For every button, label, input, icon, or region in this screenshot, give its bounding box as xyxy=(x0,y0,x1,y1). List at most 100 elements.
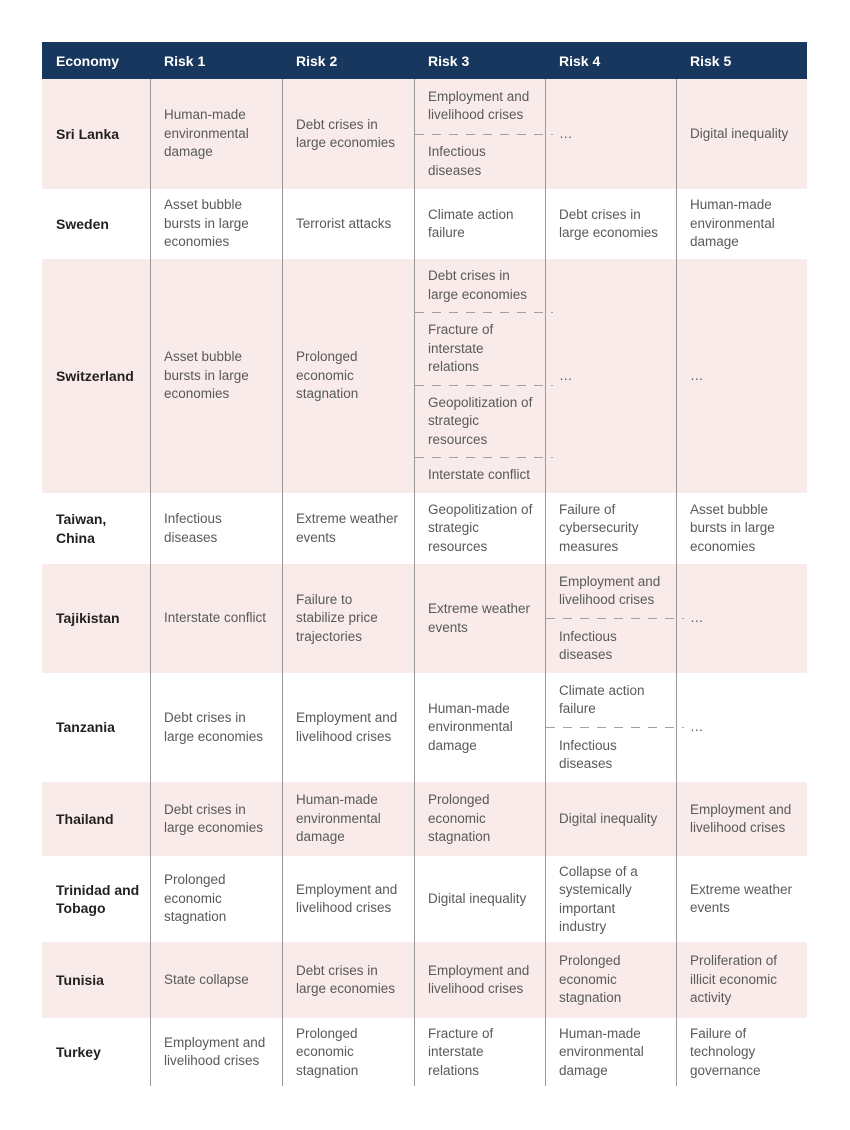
risk-item-text: Infectious diseases xyxy=(164,511,222,545)
table-row: Tajikistan Interstate conflict Failure to … xyxy=(42,564,807,673)
risk-item-text: Terrorist attacks xyxy=(296,215,392,231)
table-row: Sri Lanka Human-made environmental damage… xyxy=(42,79,807,189)
risk-item-text: Employment and livelihood crises xyxy=(428,962,530,996)
risk-item-text: Employment and livelihood crises xyxy=(164,1034,266,1068)
risk-item-text: Collapse of a systemically important ind… xyxy=(559,864,638,935)
risk-cell: … xyxy=(545,259,676,493)
economy-cell: Tanzania xyxy=(56,719,115,736)
risk-item-text: Infectious diseases xyxy=(559,628,617,662)
risk-cell: Debt crises in large economies Fracture o… xyxy=(414,259,553,493)
risk-item-text: Prolonged economic stagnation xyxy=(428,792,491,845)
risk-item-text: Debt crises in large economies xyxy=(296,962,396,996)
risk-cell: Debt crises in large economies xyxy=(282,79,414,189)
economy-cell: Tajikistan xyxy=(56,610,120,627)
risk-item-text: Extreme weather events xyxy=(428,601,531,635)
table-row: Turkey Employment and livelihood crises Pr… xyxy=(42,1018,807,1086)
risk-cell: Infectious diseases xyxy=(150,493,282,564)
risk-cell: Employment and livelihood crises Infectio… xyxy=(545,564,684,673)
column-header-risk-5: Risk 5 xyxy=(690,52,732,69)
risk-ellipsis: … xyxy=(690,719,704,735)
table-header-row: Economy Risk 1 Risk 2 Risk 3 Risk 4 Risk 5 xyxy=(42,42,807,79)
risk-item-text: Employment and livelihood crises xyxy=(296,881,398,915)
risk-cell: Extreme weather events xyxy=(414,564,545,673)
table-row: Thailand Debt crises in large economies Hu… xyxy=(42,782,807,856)
risk-item-text: Debt crises in large economies xyxy=(428,268,528,302)
dashed-tie-divider xyxy=(415,384,553,386)
risk-item-text: Asset bubble bursts in large economies xyxy=(690,501,775,554)
risk-cell: Debt crises in large economies xyxy=(150,782,282,856)
economy-cell: Thailand xyxy=(56,810,114,827)
risk-cell: Asset bubble bursts in large economies xyxy=(150,259,282,493)
table-row: Taiwan, China Infectious diseases Extreme … xyxy=(42,493,807,564)
risk-cell: Extreme weather events xyxy=(676,856,807,942)
risk-cell: Extreme weather events xyxy=(282,493,414,564)
risk-item-text: Failure to stabilize price trajectories xyxy=(296,591,378,644)
risk-cell: Failure of cybersecurity measures xyxy=(545,493,676,564)
risk-cell: Prolonged economic stagnation xyxy=(414,782,545,856)
risk-item-text: Human-made environmental damage xyxy=(428,700,513,753)
risk-item-text: Prolonged economic stagnation xyxy=(296,349,359,402)
risk-item-text: Digital inequality xyxy=(690,125,789,141)
risk-cell: Failure of technology governance xyxy=(676,1018,807,1086)
risk-cell: Human-made environmental damage xyxy=(676,189,807,259)
economy-cell: Sweden xyxy=(56,215,109,232)
risk-cell: Prolonged economic stagnation xyxy=(150,856,282,942)
risk-item-text: Employment and livelihood crises xyxy=(690,801,792,835)
risk-cell: Asset bubble bursts in large economies xyxy=(676,493,807,564)
risk-item-text: Employment and livelihood crises xyxy=(559,573,661,607)
risk-cell: State collapse xyxy=(150,942,282,1018)
risk-cell: … xyxy=(545,79,676,189)
risk-item-text: Interstate conflict xyxy=(164,610,267,626)
risk-cell: Digital inequality xyxy=(545,782,676,856)
risk-item-text: Asset bubble bursts in large economies xyxy=(164,197,249,250)
risk-item-text: Geopolitization of strategic resources xyxy=(428,501,533,554)
risk-item-text: Climate action failure xyxy=(559,682,645,716)
economy-cell: Turkey xyxy=(56,1043,101,1060)
risk-item-text: Digital inequality xyxy=(559,810,658,826)
risk-cell: Human-made environmental damage xyxy=(414,673,545,782)
risk-cell: Employment and livelihood crises xyxy=(150,1018,282,1086)
risk-item-text: Failure of technology governance xyxy=(690,1026,761,1078)
risk-cell: Prolonged economic stagnation xyxy=(545,942,676,1018)
table-row: Tanzania Debt crises in large economies Em… xyxy=(42,673,807,782)
dashed-tie-divider xyxy=(415,133,553,135)
economy-cell: Tunisia xyxy=(56,971,104,988)
risk-cell: Prolonged economic stagnation xyxy=(282,259,414,493)
risk-item-text: Human-made environmental damage xyxy=(559,1026,644,1078)
risk-cell: Employment and livelihood crises xyxy=(414,942,545,1018)
risk-item-text: Failure of cybersecurity measures xyxy=(559,501,639,554)
risk-cell: Human-made environmental damage xyxy=(545,1018,676,1086)
risk-ellipsis: … xyxy=(690,610,704,626)
table-row: Switzerland Asset bubble bursts in large … xyxy=(42,259,807,493)
risk-item-text: Human-made environmental damage xyxy=(296,792,381,845)
risk-cell: Digital inequality xyxy=(414,856,545,942)
risk-item-text: Debt crises in large economies xyxy=(164,801,264,835)
risk-item-text: Extreme weather events xyxy=(690,881,793,915)
risk-cell: Debt crises in large economies xyxy=(282,942,414,1018)
risk-cell: Debt crises in large economies xyxy=(150,673,282,782)
risk-item-text: Climate action failure xyxy=(428,206,514,240)
risk-cell: Terrorist attacks xyxy=(282,189,414,259)
risk-item-text: Extreme weather events xyxy=(296,511,399,545)
table-row: Sweden Asset bubble bursts in large econo… xyxy=(42,189,807,259)
risk-cell: Proliferation of illicit economic activi… xyxy=(676,942,807,1018)
table-row: Tunisia State collapse Debt crises in larg… xyxy=(42,942,807,1018)
economy-cell: Taiwan, China xyxy=(56,511,107,546)
economy-risk-table: Economy Risk 1 Risk 2 Risk 3 Risk 4 Risk 5 Sr… xyxy=(42,42,807,1086)
risk-cell: … xyxy=(676,673,807,782)
risk-item-text: Proliferation of illicit economic activi… xyxy=(690,953,778,1006)
risk-cell: Debt crises in large economies xyxy=(545,189,676,259)
risk-item-text: Digital inequality xyxy=(428,890,527,906)
risk-cell: Climate action failure xyxy=(414,189,545,259)
risk-item-text: Interstate conflict xyxy=(428,467,531,483)
risk-item-text: Employment and livelihood crises xyxy=(428,88,530,123)
economy-cell: Trinidad and Tobago xyxy=(56,881,140,916)
dashed-tie-divider xyxy=(546,727,684,728)
table-row: Trinidad and Tobago Prolonged economic st… xyxy=(42,856,807,942)
dashed-tie-divider xyxy=(546,618,684,619)
risk-item-text: Fracture of interstate relations xyxy=(428,322,494,375)
risk-item-text: Employment and livelihood crises xyxy=(296,710,398,744)
economy-cell: Switzerland xyxy=(56,367,134,384)
column-header-risk-3: Risk 3 xyxy=(428,52,470,69)
risk-cell: … xyxy=(676,259,807,493)
